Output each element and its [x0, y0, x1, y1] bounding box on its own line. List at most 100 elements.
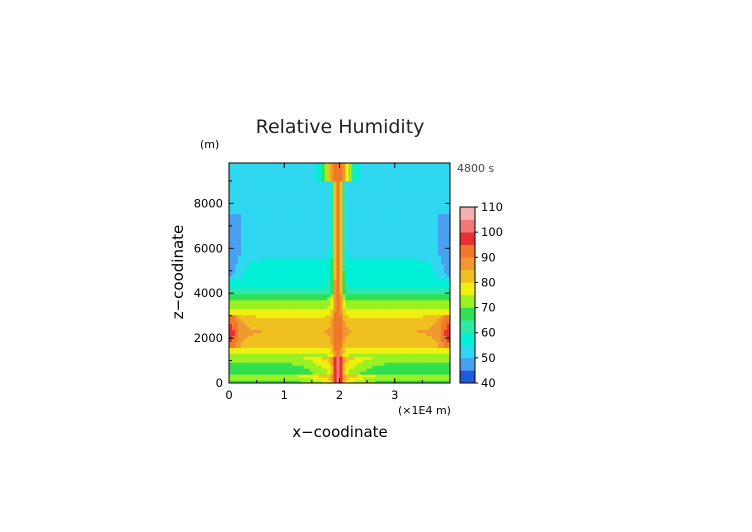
- contour-cell: [288, 296, 293, 301]
- contour-cell: [381, 347, 385, 351]
- contour-cell: [321, 332, 326, 337]
- contour-cell: [252, 189, 257, 194]
- contour-cell: [288, 290, 293, 295]
- contour-cell: [240, 320, 245, 325]
- contour-cell: [252, 273, 257, 277]
- contour-cell: [261, 314, 266, 319]
- contour-cell: [255, 356, 260, 360]
- contour-cell: [423, 377, 427, 381]
- contour-cell: [318, 270, 323, 274]
- contour-cell: [366, 320, 370, 325]
- contour-cell: [303, 320, 308, 325]
- contour-cell: [408, 180, 412, 185]
- contour-cell: [306, 231, 311, 235]
- contour-cell: [318, 213, 323, 218]
- contour-cell: [351, 195, 356, 200]
- contour-cell: [282, 267, 287, 271]
- contour-cell: [366, 243, 370, 247]
- contour-cell: [267, 243, 272, 247]
- contour-cell: [243, 287, 248, 292]
- contour-cell: [276, 207, 281, 212]
- contour-cell: [312, 371, 317, 375]
- contour-cell: [267, 311, 272, 316]
- contour-cell: [229, 255, 233, 259]
- contour-cell: [276, 275, 281, 280]
- contour-cell: [237, 168, 242, 173]
- contour-cell: [390, 198, 394, 203]
- contour-cell: [387, 255, 391, 259]
- contour-cell: [408, 323, 412, 328]
- contour-cell: [381, 299, 385, 304]
- contour-cell: [258, 207, 263, 212]
- contour-cell: [387, 174, 391, 179]
- contour-cell: [378, 338, 382, 342]
- contour-cell: [423, 189, 427, 194]
- contour-cell: [291, 240, 296, 244]
- contour-cell: [258, 275, 263, 280]
- contour-cell: [369, 252, 373, 256]
- contour-cell: [276, 204, 281, 209]
- contour-cell: [276, 168, 281, 173]
- contour-cell: [261, 213, 266, 218]
- contour-cell: [246, 189, 251, 194]
- contour-cell: [426, 377, 430, 381]
- contour-cell: [306, 290, 311, 295]
- contour-cell: [246, 183, 251, 188]
- contour-cell: [279, 207, 284, 212]
- contour-cell: [360, 311, 364, 316]
- contour-cell: [291, 347, 296, 351]
- contour-cell: [240, 201, 245, 206]
- contour-cell: [378, 195, 382, 200]
- contour-cell: [229, 344, 233, 348]
- contour-cell: [243, 249, 248, 253]
- contour-cell: [405, 287, 409, 292]
- contour-cell: [354, 332, 359, 337]
- contour-cell: [258, 204, 263, 209]
- contour-cell: [303, 290, 308, 295]
- contour-cell: [255, 240, 260, 244]
- contour-cell: [333, 338, 338, 342]
- contour-cell: [369, 204, 373, 209]
- contour-cell: [399, 240, 403, 244]
- contour-cell: [240, 278, 245, 283]
- contour-cell: [246, 198, 251, 203]
- contour-cell: [426, 296, 430, 301]
- contour-cell: [357, 234, 362, 238]
- contour-cell: [309, 264, 314, 268]
- contour-cell: [327, 228, 332, 232]
- contour-cell: [354, 335, 359, 339]
- contour-cell: [249, 252, 254, 256]
- contour-cell: [387, 311, 391, 316]
- contour-cell: [345, 237, 350, 241]
- contour-cell: [229, 299, 233, 304]
- contour-cell: [420, 255, 424, 259]
- contour-cell: [417, 183, 421, 188]
- contour-cell: [282, 347, 287, 351]
- contour-cell: [408, 246, 412, 250]
- contour-cell: [417, 332, 421, 337]
- contour-cell: [357, 293, 362, 298]
- contour-cell: [252, 299, 257, 304]
- contour-cell: [390, 293, 394, 298]
- contour-cell: [348, 317, 353, 322]
- contour-cell: [237, 219, 242, 224]
- contour-cell: [273, 314, 278, 319]
- contour-cell: [354, 281, 359, 286]
- contour-cell: [300, 338, 305, 342]
- contour-cell: [303, 207, 308, 212]
- contour-cell: [231, 216, 236, 221]
- contour-cell: [246, 222, 251, 227]
- contour-cell: [399, 305, 403, 310]
- contour-cell: [288, 311, 293, 316]
- contour-cell: [291, 341, 296, 345]
- contour-cell: [255, 275, 260, 280]
- contour-cell: [258, 231, 263, 235]
- contour-cell: [336, 171, 341, 176]
- contour-cell: [240, 261, 245, 265]
- contour-cell: [414, 267, 418, 271]
- contour-cell: [336, 258, 341, 262]
- contour-cell: [309, 201, 314, 206]
- contour-cell: [229, 287, 233, 292]
- contour-cell: [288, 350, 293, 354]
- contour-cell: [300, 377, 305, 381]
